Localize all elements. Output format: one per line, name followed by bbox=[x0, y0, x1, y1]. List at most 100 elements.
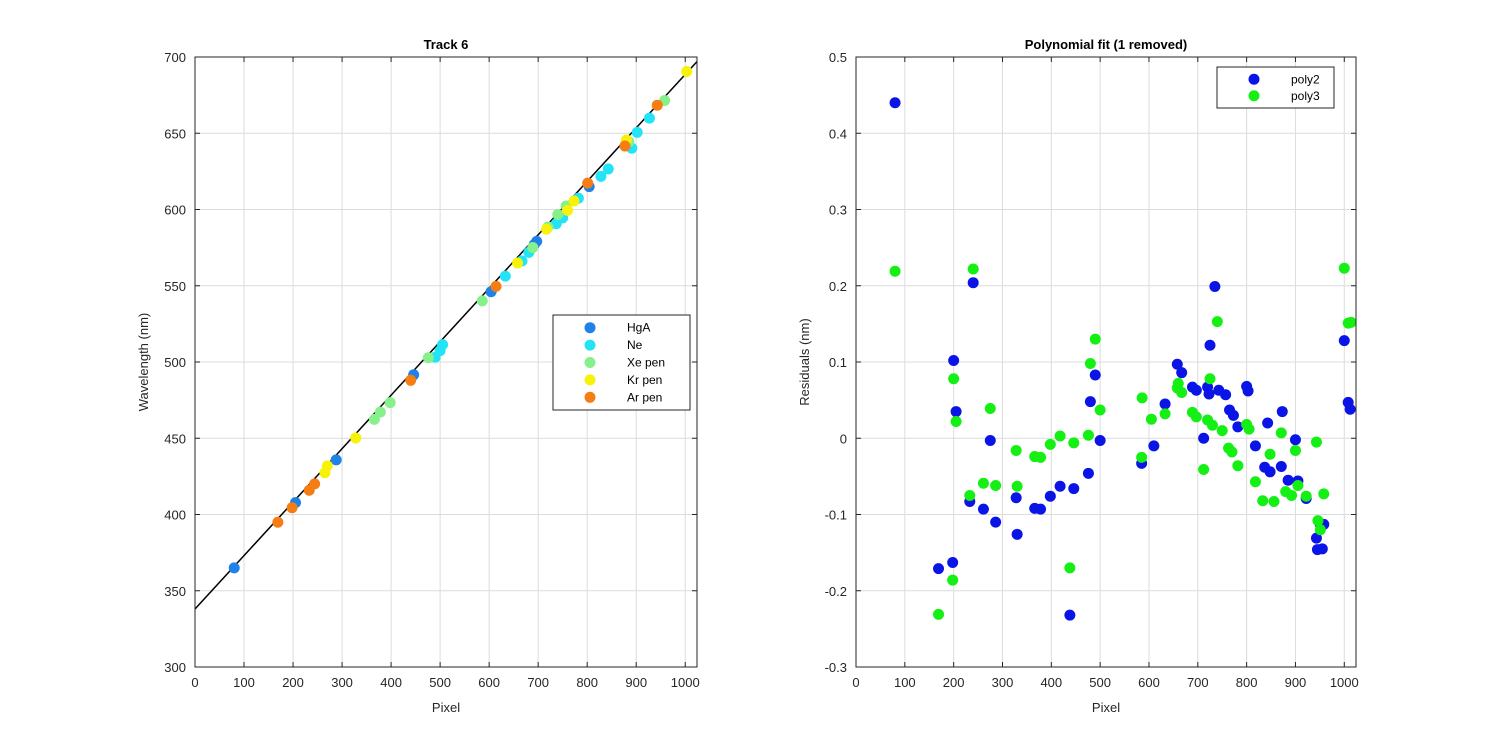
right-point-poly3 bbox=[1198, 464, 1210, 476]
right-point-poly3 bbox=[1094, 404, 1106, 416]
right-point-poly3 bbox=[1145, 413, 1157, 425]
right-point-poly3 bbox=[1082, 429, 1094, 441]
left-point-ar-pen bbox=[651, 99, 663, 111]
left-point-kr-pen bbox=[568, 195, 580, 207]
right-y-axis-label: Residuals (nm) bbox=[797, 318, 812, 405]
right-point-poly3 bbox=[948, 373, 960, 385]
right-x-tick-label: 200 bbox=[943, 675, 965, 690]
right-x-tick-label: 800 bbox=[1236, 675, 1258, 690]
right-point-poly2 bbox=[1190, 384, 1202, 396]
left-chart-title: Track 6 bbox=[424, 37, 469, 52]
left-point-xe-pen bbox=[552, 209, 564, 221]
right-point-poly3 bbox=[990, 480, 1002, 492]
right-x-tick-label: 900 bbox=[1285, 675, 1307, 690]
right-legend: poly2 poly3 bbox=[1216, 66, 1335, 109]
left-y-tick-label: 450 bbox=[164, 431, 186, 446]
right-point-poly3 bbox=[1136, 392, 1148, 404]
right-point-poly3 bbox=[964, 489, 976, 501]
left-legend-label-hga: HgA bbox=[627, 321, 650, 335]
left-legend-marker-hga bbox=[584, 322, 596, 334]
right-point-poly2 bbox=[1344, 403, 1356, 415]
right-point-poly3 bbox=[1289, 444, 1301, 456]
right-point-poly2 bbox=[1011, 528, 1023, 540]
right-point-poly3 bbox=[1345, 316, 1356, 328]
right-point-poly2 bbox=[1310, 532, 1322, 544]
right-point-poly2 bbox=[977, 503, 989, 515]
left-point-ar-pen bbox=[619, 140, 631, 152]
right-point-poly3 bbox=[1257, 495, 1269, 507]
right-point-poly3 bbox=[1264, 448, 1276, 460]
right-legend-label-poly3: poly3 bbox=[1291, 89, 1320, 103]
left-point-xe-pen bbox=[384, 397, 396, 409]
left-x-tick-label: 400 bbox=[380, 675, 402, 690]
left-point-ne bbox=[602, 163, 614, 175]
right-point-poly2 bbox=[1204, 339, 1216, 351]
right-point-poly2 bbox=[1220, 389, 1232, 401]
residuals-chart: 0 100 200 300 400 500 600 700 800 900 1000 -0.3 -0.2… bbox=[797, 37, 1359, 715]
right-point-poly2 bbox=[1094, 435, 1106, 447]
right-y-tick-label: 0 bbox=[840, 431, 847, 446]
right-point-poly2 bbox=[1044, 490, 1056, 502]
right-y-tick-label: 0.2 bbox=[829, 279, 847, 294]
left-point-ne bbox=[437, 339, 449, 351]
left-point-ar-pen bbox=[490, 280, 502, 292]
right-point-poly3 bbox=[1249, 476, 1261, 488]
left-legend-label-ar-pen: Ar pen bbox=[627, 390, 662, 404]
right-x-tick-label: 700 bbox=[1187, 675, 1209, 690]
right-point-poly2 bbox=[1232, 421, 1244, 433]
right-points bbox=[889, 97, 1356, 621]
left-point-kr-pen bbox=[350, 432, 362, 444]
right-point-poly3 bbox=[933, 608, 945, 620]
left-x-tick-label: 900 bbox=[625, 675, 647, 690]
right-point-poly3 bbox=[947, 574, 959, 586]
right-y-tick-label: -0.3 bbox=[825, 660, 847, 675]
right-point-poly2 bbox=[990, 516, 1002, 528]
right-y-tick-label: 0.3 bbox=[829, 203, 847, 218]
right-point-poly3 bbox=[950, 415, 962, 427]
right-point-poly2 bbox=[1282, 474, 1294, 486]
left-point-xe-pen bbox=[527, 241, 539, 253]
left-point-ar-pen bbox=[582, 177, 594, 189]
left-point-ne bbox=[499, 270, 511, 282]
right-point-poly2 bbox=[1242, 385, 1254, 397]
right-point-poly3 bbox=[1268, 496, 1280, 508]
left-legend-marker-ar-pen bbox=[584, 391, 596, 403]
left-y-tick-label: 650 bbox=[164, 126, 186, 141]
right-series-group bbox=[889, 97, 1356, 621]
left-point-xe-pen bbox=[374, 406, 386, 418]
right-point-poly2 bbox=[967, 277, 979, 289]
left-point-ne bbox=[631, 126, 643, 138]
right-point-poly2 bbox=[1209, 281, 1221, 293]
left-y-axis-label: Wavelength (nm) bbox=[136, 313, 151, 412]
right-x-tick-label: 0 bbox=[852, 675, 859, 690]
left-points bbox=[228, 65, 693, 574]
left-x-tick-label: 600 bbox=[478, 675, 500, 690]
right-point-poly3 bbox=[889, 265, 901, 277]
right-point-poly3 bbox=[1243, 423, 1255, 435]
right-y-tick-label: 0.5 bbox=[829, 50, 847, 65]
left-point-hga bbox=[330, 454, 342, 466]
right-legend-marker-poly3 bbox=[1248, 90, 1260, 102]
right-point-poly3 bbox=[1172, 377, 1184, 389]
right-point-poly2 bbox=[1171, 358, 1183, 370]
right-legend-box bbox=[1216, 66, 1335, 109]
right-point-poly3 bbox=[1275, 427, 1287, 439]
left-point-ar-pen bbox=[309, 478, 321, 490]
left-x-tick-label: 800 bbox=[576, 675, 598, 690]
right-point-poly3 bbox=[967, 263, 979, 275]
right-point-poly3 bbox=[1089, 333, 1101, 345]
left-y-tick-label: 700 bbox=[164, 50, 186, 65]
right-point-poly3 bbox=[1010, 444, 1022, 456]
right-x-tick-label: 300 bbox=[992, 675, 1014, 690]
right-point-poly3 bbox=[1286, 489, 1298, 501]
right-point-poly2 bbox=[1054, 480, 1066, 492]
right-point-poly3 bbox=[1292, 480, 1304, 492]
right-point-poly3 bbox=[1084, 358, 1096, 370]
right-point-poly2 bbox=[1035, 503, 1047, 515]
right-point-poly3 bbox=[1136, 451, 1148, 463]
right-point-poly3 bbox=[1312, 515, 1324, 527]
right-point-poly2 bbox=[889, 97, 901, 109]
right-point-poly3 bbox=[1310, 436, 1322, 448]
left-point-ar-pen bbox=[272, 516, 284, 528]
right-point-poly3 bbox=[1204, 373, 1216, 385]
